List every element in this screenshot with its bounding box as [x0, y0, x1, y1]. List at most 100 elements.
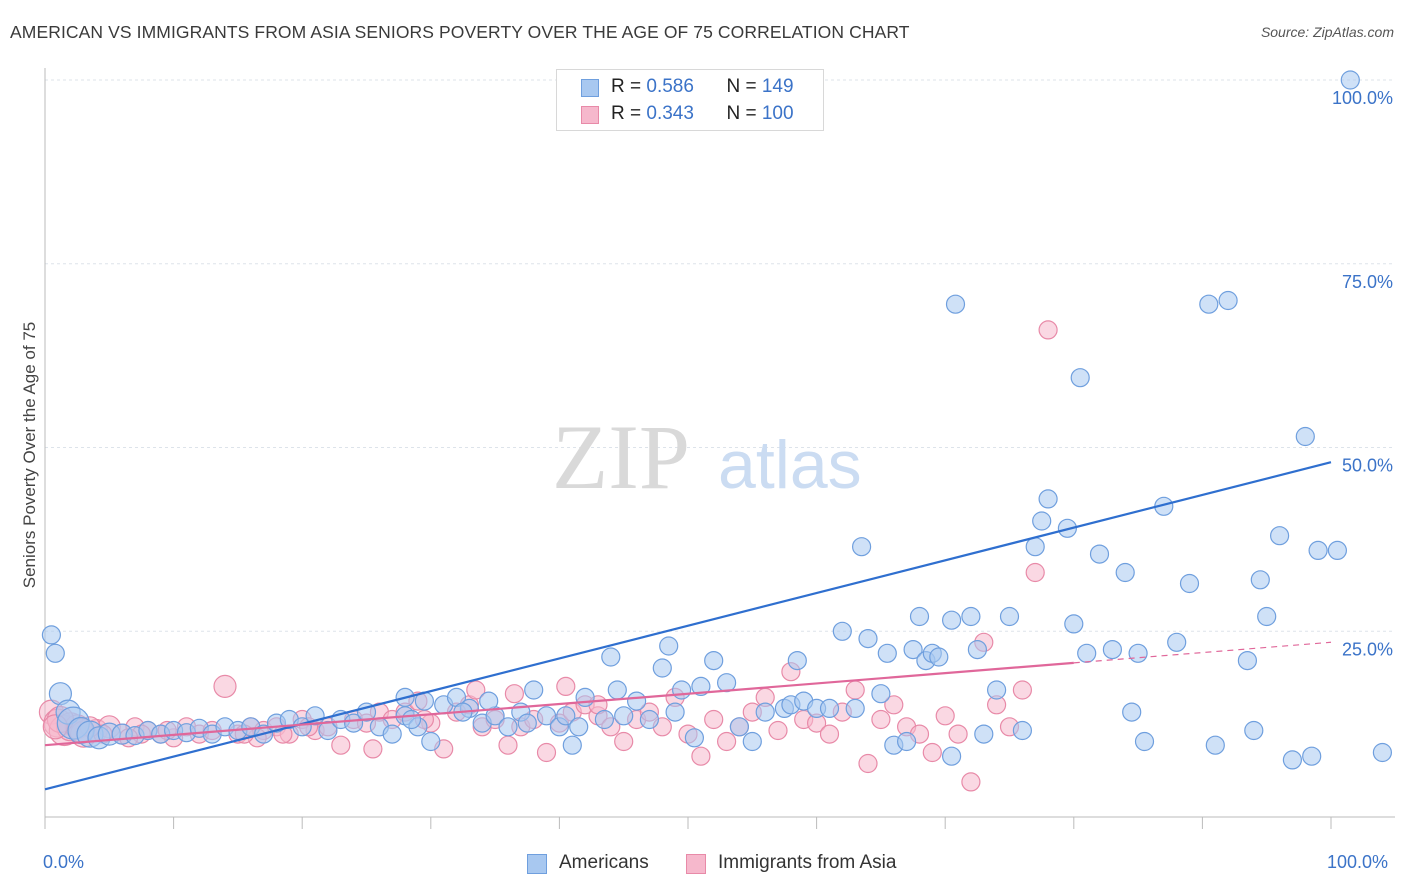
americans-point-70 [755, 702, 775, 722]
americans-point-80 [858, 628, 878, 649]
immigrants-point-65 [845, 680, 865, 700]
y-tick-label-0: 25.0% [1342, 639, 1393, 659]
americans-point-69 [742, 731, 762, 752]
y-tick-label-1: 50.0% [1342, 456, 1393, 476]
americans-swatch [581, 79, 599, 97]
americans-point-98 [1012, 720, 1033, 741]
immigrants-point-73 [948, 724, 968, 744]
americans-point-106 [1089, 544, 1110, 564]
americans-point-105 [1077, 643, 1097, 663]
americans-point-122 [1269, 526, 1290, 546]
americans-point-55 [601, 647, 621, 667]
immigrants-point-80 [1038, 320, 1058, 340]
americans-point-65 [691, 676, 711, 697]
y-tick-label-2: 75.0% [1342, 272, 1393, 292]
americans-point-57 [614, 706, 634, 726]
y-axis-title: Seniors Poverty Over the Age of 75 [20, 321, 39, 589]
source-label: Source: ZipAtlas.com [1260, 24, 1394, 40]
americans-point-89 [929, 647, 949, 667]
americans-point-109 [1122, 702, 1142, 722]
legend-americans-r-value: 0.586 [646, 76, 694, 97]
legend-immigrants-n-value: 100 [761, 103, 794, 124]
americans-points [41, 70, 1393, 770]
americans-point-47 [524, 680, 544, 700]
americans-point-79 [851, 537, 872, 557]
americans-point-84 [896, 731, 917, 752]
americans-point-120 [1250, 570, 1270, 590]
americans-point-115 [1199, 294, 1219, 314]
immigrants-point-59 [768, 720, 788, 741]
americans-point-129 [1372, 742, 1393, 763]
legend-immigrants-n-label: N = [726, 103, 762, 124]
immigrants-point-79 [1025, 562, 1045, 583]
immigrants-legend-label: Immigrants from Asia [718, 852, 897, 873]
immigrants-point-84 [466, 680, 486, 700]
americans-legend-swatch [527, 854, 547, 874]
americans-point-51 [562, 735, 582, 755]
americans-point-45 [479, 691, 499, 711]
immigrants-point-16 [213, 674, 237, 699]
watermark-atlas: atlas [718, 427, 862, 503]
immigrants-point-55 [716, 731, 737, 752]
americans-point-95 [974, 724, 994, 744]
americans-point-48 [536, 706, 557, 726]
americans-point-60 [652, 658, 672, 678]
immigrants-point-72 [935, 706, 955, 726]
legend-americans-n-value: 149 [761, 76, 794, 97]
americans-point-82 [877, 643, 897, 663]
americans-point-81 [871, 684, 891, 704]
americans-point-92 [945, 294, 966, 314]
americans-point-125 [1308, 540, 1328, 561]
immigrants-swatch [581, 106, 599, 124]
americans-point-110 [1128, 643, 1148, 663]
legend-americans-r-label: R = [611, 76, 647, 97]
americans-point-124 [1295, 426, 1315, 447]
americans-point-63 [671, 680, 692, 700]
americans-point-59 [639, 709, 660, 730]
axis-layer [44, 68, 1395, 829]
americans-point-97 [999, 606, 1020, 627]
americans-point-39 [498, 717, 518, 737]
americans-point-100 [1032, 511, 1052, 531]
americans-point-94 [967, 639, 988, 660]
americans-point-46 [517, 713, 537, 733]
immigrants-point-25 [331, 735, 351, 755]
immigrants-point-68 [884, 695, 904, 715]
americans-point-27 [344, 713, 364, 733]
legend-immigrants-r-label: R = [611, 103, 647, 124]
americans-point-1 [45, 643, 65, 663]
immigrants-trend-line [44, 661, 1074, 747]
americans-point-61 [659, 636, 679, 656]
americans-point-62 [665, 702, 685, 722]
americans-point-126 [1327, 540, 1348, 561]
chart-title: AMERICAN VS IMMIGRANTS FROM ASIA SENIORS… [10, 22, 910, 42]
americans-point-103 [1064, 614, 1084, 634]
americans-trend-line [44, 461, 1332, 791]
americans-point-96 [986, 680, 1007, 700]
americans-point-56 [607, 680, 627, 700]
immigrants-point-74 [961, 772, 981, 792]
americans-point-77 [832, 621, 852, 641]
americans-point-119 [1244, 720, 1264, 741]
americans-point-41 [401, 709, 422, 730]
immigrants-point-47 [614, 731, 634, 752]
immigrants-point-54 [704, 709, 724, 730]
americans-point-107 [1102, 639, 1123, 660]
y-tick-label-3: 100.0% [1332, 88, 1393, 108]
americans-point-117 [1218, 290, 1238, 311]
americans-point-93 [961, 606, 981, 627]
americans-point-118 [1237, 650, 1258, 671]
americans-point-58 [626, 691, 647, 711]
americans-point-113 [1167, 632, 1187, 652]
americans-point-128 [1340, 70, 1360, 90]
americans-point-52 [569, 717, 589, 737]
americans-point-67 [716, 673, 737, 693]
americans-point-101 [1038, 489, 1058, 509]
americans-point-85 [903, 639, 923, 660]
americans-point-33 [421, 731, 441, 752]
trend-lines [44, 461, 1332, 791]
americans-point-78 [845, 698, 865, 719]
americans-point-104 [1070, 368, 1090, 388]
legend-americans-n-label: N = [726, 76, 762, 97]
